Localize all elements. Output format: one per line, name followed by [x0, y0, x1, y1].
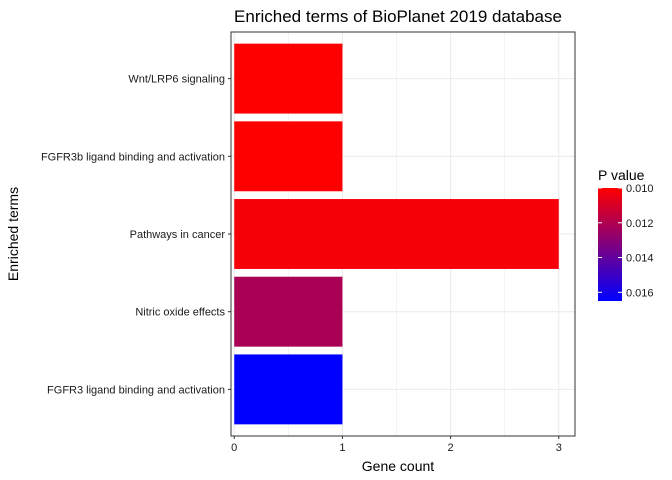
- bar: [234, 121, 343, 192]
- chart-title: Enriched terms of BioPlanet 2019 databas…: [234, 7, 562, 26]
- legend-colorbar: [598, 188, 622, 301]
- legend-tick-label: 0.010: [626, 183, 654, 195]
- y-tick-label: FGFR3b ligand binding and activation: [41, 151, 225, 163]
- bar: [234, 354, 343, 425]
- legend-ticks: 0.010 0.012 0.014 0.016: [598, 183, 654, 299]
- y-axis-title: Enriched terms: [5, 187, 21, 281]
- legend-tick-label: 0.016: [626, 287, 654, 299]
- legend: P value 0.010 0.012 0.014 0.016: [598, 167, 654, 301]
- bar: [234, 276, 343, 347]
- y-tick-label: Wnt/LRP6 signaling: [128, 74, 225, 86]
- y-tick-label: FGFR3 ligand binding and activation: [47, 384, 225, 396]
- x-tick-label: 1: [339, 442, 345, 454]
- y-axis-ticks: Wnt/LRP6 signaling FGFR3b ligand binding …: [41, 74, 231, 396]
- x-tick-label: 0: [231, 442, 237, 454]
- bars-group: [234, 43, 559, 425]
- plot-panel: [230, 31, 576, 437]
- y-tick-label: Pathways in cancer: [130, 229, 226, 241]
- legend-title: P value: [598, 167, 645, 183]
- x-axis-ticks: 0 1 2 3: [231, 436, 562, 454]
- y-tick-label: Nitric oxide effects: [135, 307, 225, 319]
- bar: [234, 199, 559, 269]
- x-tick-label: 2: [448, 442, 454, 454]
- legend-tick-label: 0.014: [626, 253, 654, 265]
- legend-tick-label: 0.012: [626, 218, 654, 230]
- x-axis-title: Gene count: [362, 458, 434, 474]
- x-tick-label: 3: [556, 442, 562, 454]
- bar: [234, 43, 343, 114]
